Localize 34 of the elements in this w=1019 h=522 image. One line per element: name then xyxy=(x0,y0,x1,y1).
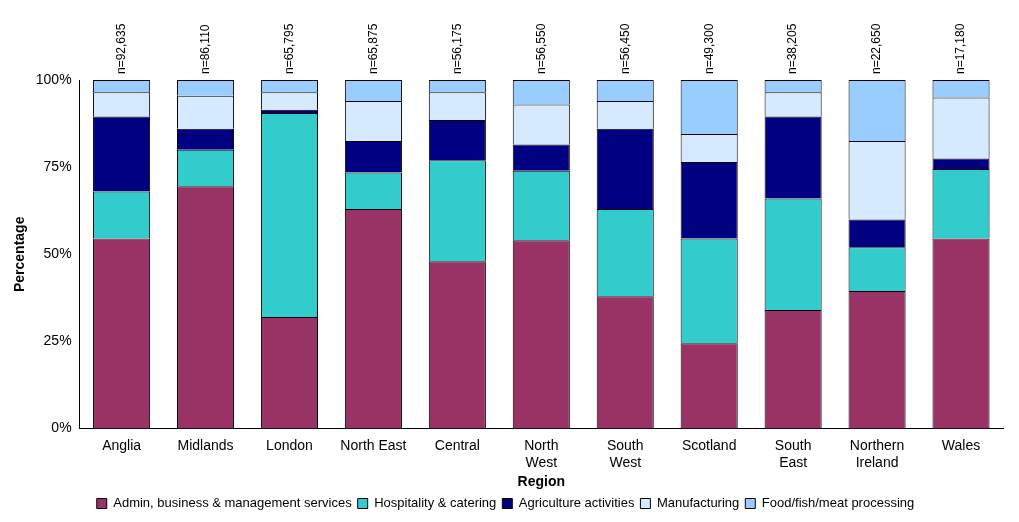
y-tick-label: 25% xyxy=(43,332,72,349)
annotation: n=56,550 xyxy=(533,23,548,74)
y-tick-label: 75% xyxy=(43,158,72,175)
annotation: n=17,180 xyxy=(953,23,968,74)
x-tick-label: Midlands xyxy=(177,436,234,453)
annotation: n=22,650 xyxy=(869,23,884,74)
legend-label: Agriculture activities xyxy=(518,495,635,511)
x-tick-label: Scotland xyxy=(681,436,737,453)
y-tick-label: 0% xyxy=(51,419,72,436)
x-tick-label: Central xyxy=(434,436,480,453)
legend-label: Food/fish/meat processing xyxy=(761,495,915,511)
y-tick-label: 50% xyxy=(43,245,72,262)
annotation: n=49,300 xyxy=(701,23,716,74)
legend-label: Admin, business & management services xyxy=(113,495,353,511)
x-tick-label: North East xyxy=(340,436,407,453)
x-tick-label: Anglia xyxy=(102,436,142,453)
annotation: n=86,110 xyxy=(197,24,212,74)
y-tick-label: 100% xyxy=(35,70,72,87)
x-axis-title: Region xyxy=(517,473,566,490)
annotation: n=92,635 xyxy=(113,23,128,74)
x-tick-label: South West xyxy=(606,436,644,470)
x-tick-label: Wales xyxy=(941,436,981,453)
x-tick-label: Northern Ireland xyxy=(849,436,905,470)
annotation: n=65,795 xyxy=(281,23,296,74)
x-tick-label: North West xyxy=(524,436,559,470)
x-tick-label: London xyxy=(266,436,313,453)
x-tick-label: South East xyxy=(774,436,812,470)
y-axis-title: Percentage xyxy=(11,216,28,293)
annotation: n=56,175 xyxy=(449,23,464,74)
legend-label: Manufacturing xyxy=(656,495,740,511)
legend-label: Hospitality & catering xyxy=(374,495,497,511)
annotation: n=65,875 xyxy=(365,23,380,74)
annotation: n=38,205 xyxy=(785,23,800,74)
annotation: n=56,450 xyxy=(617,23,632,74)
